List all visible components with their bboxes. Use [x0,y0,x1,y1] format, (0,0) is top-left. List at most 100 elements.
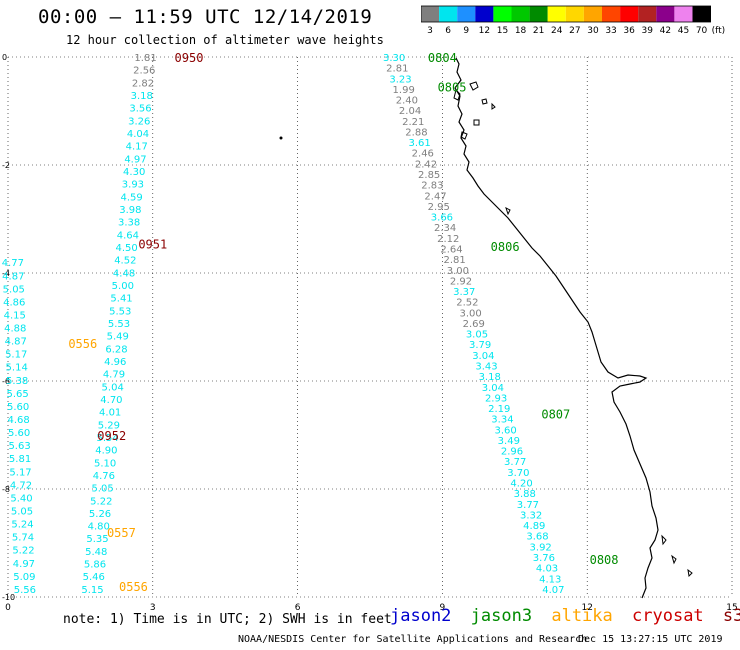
color-scale-label: 30 [587,26,599,36]
color-scale-label: 45 [678,26,689,36]
wave-height-value: 3.77 [517,500,539,511]
wave-height-value: 2.82 [132,78,154,89]
color-swatch [457,6,476,22]
x-tick-label: 15 [726,603,737,613]
wave-height-value: 2.40 [396,96,418,107]
wave-height-value: 5.48 [85,547,107,558]
wave-height-value: 5.17 [5,350,27,361]
x-tick-label: 6 [295,603,301,613]
color-scale-label: 15 [497,26,508,36]
pass-time-label: 0950 [175,51,204,65]
wave-height-value: 3.26 [128,116,150,127]
wave-height-value: 5.35 [86,534,108,545]
wave-height-value: 5.10 [94,458,116,469]
color-swatch [620,6,639,22]
color-scale-label: 21 [533,26,544,36]
wave-height-value: 5.38 [6,376,28,387]
wave-height-value: 4.72 [10,480,32,491]
color-scale-label: 3 [427,26,433,36]
wave-height-value: 2.85 [418,170,440,181]
wave-height-value: 5.63 [8,441,30,452]
pass-time-label: 0952 [97,429,126,443]
wave-height-value: 2.88 [405,127,427,138]
color-swatch [511,6,530,22]
wave-height-value: 3.76 [533,553,555,564]
color-swatch [493,6,512,22]
pass-time-label: 0805 [438,81,467,95]
wave-height-value: 4.76 [93,471,115,482]
wave-height-value: 3.04 [472,351,494,362]
wave-height-value: 3.98 [119,205,141,216]
pass-time-label: 0556 [119,580,148,594]
wave-height-value: 2.93 [485,393,507,404]
wave-height-value: 4.17 [126,142,148,153]
wave-height-value: 3.00 [447,266,469,277]
wave-height-value: 3.00 [459,308,481,319]
wave-height-value: 5.15 [81,585,103,596]
x-tick-label: 0 [5,603,11,613]
pass-time-label: 0556 [68,337,97,351]
wave-height-value: 3.56 [129,104,151,115]
color-scale-label: 12 [479,26,490,36]
wave-height-value: 5.00 [112,281,134,292]
color-swatch [692,6,711,22]
generated-timestamp: Dec 15 13:27:15 UTC 2019 [578,634,723,645]
x-tick-label: 12 [581,603,592,613]
wave-height-value: 4.15 [4,310,26,321]
color-scale-label: 24 [551,26,563,36]
footer-note: note: 1) Time is in UTC; 2) SWH is in fe… [63,612,392,627]
wave-height-value: 3.04 [482,383,504,394]
wave-height-value: 5.17 [9,467,31,478]
wave-height-value: 2.83 [421,181,443,192]
color-swatch [565,6,584,22]
wave-height-value: 5.46 [83,572,105,583]
wave-height-value: 3.70 [507,468,529,479]
x-tick-label: 3 [150,603,156,613]
altimeter-passes: 4.77 4.87 5.05 4.86 4.15 4.88 4.87 5.17 5.14 5.38… [2,53,565,596]
wave-height-value: 4.30 [123,167,145,178]
color-swatch [421,6,440,22]
wave-height-value: 4.97 [13,559,35,570]
wave-height-value: 5.74 [12,533,34,544]
wave-height-value: 5.54 [97,433,119,444]
pass-time-label: 0806 [491,240,520,254]
wave-height-value: 5.60 [7,402,29,413]
wave-height-value: 5.53 [108,319,130,330]
page-subtitle: 12 hour collection of altimeter wave hei… [66,33,384,47]
wave-height-value: 5.14 [6,363,28,374]
wave-height-value: 2.04 [399,106,421,117]
satellite-legend: jason2 jason3 altika cryosat s3a [390,606,740,626]
wave-height-value: 1.81 [134,53,156,64]
color-scale-label: 27 [569,26,580,36]
wave-height-value: 5.22 [90,496,112,507]
y-tick-label: -4 [2,269,10,278]
wave-height-value: 4.01 [99,408,121,419]
wave-height-value: 4.20 [510,479,532,490]
y-tick-label: -8 [2,485,10,494]
wave-height-value: 3.38 [118,218,140,229]
wave-height-value: 3.34 [491,415,513,426]
wave-height-value: 2.64 [440,244,462,255]
color-swatch [547,6,566,22]
wave-height-value: 3.23 [389,74,411,85]
legend-item-cryosat: cryosat [632,606,704,626]
color-scale-label: 36 [623,26,635,36]
wave-height-value: 3.18 [131,91,153,102]
wave-height-value: 2.12 [437,234,459,245]
wave-height-value: 3.88 [514,489,536,500]
y-tick-label: -6 [2,377,10,386]
color-scale-label: 33 [605,26,616,36]
pass-time-label: 0951 [138,237,167,251]
credit-text: NOAA/NESDIS Center for Satellite Applica… [238,634,588,645]
legend-item-altika: altika [551,606,613,626]
wave-height-value: 3.49 [498,436,520,447]
coastal-islands [453,81,693,578]
pass-time-label: 0808 [590,553,619,567]
wave-height-value: 4.96 [104,357,126,368]
legend-item-jason3: jason3 [470,606,533,626]
wave-height-value: 4.88 [4,324,26,335]
wave-height-value: 2.34 [434,223,456,234]
color-swatch [656,6,675,22]
island-dot [279,136,283,140]
pass-time-label: 0804 [428,51,457,65]
